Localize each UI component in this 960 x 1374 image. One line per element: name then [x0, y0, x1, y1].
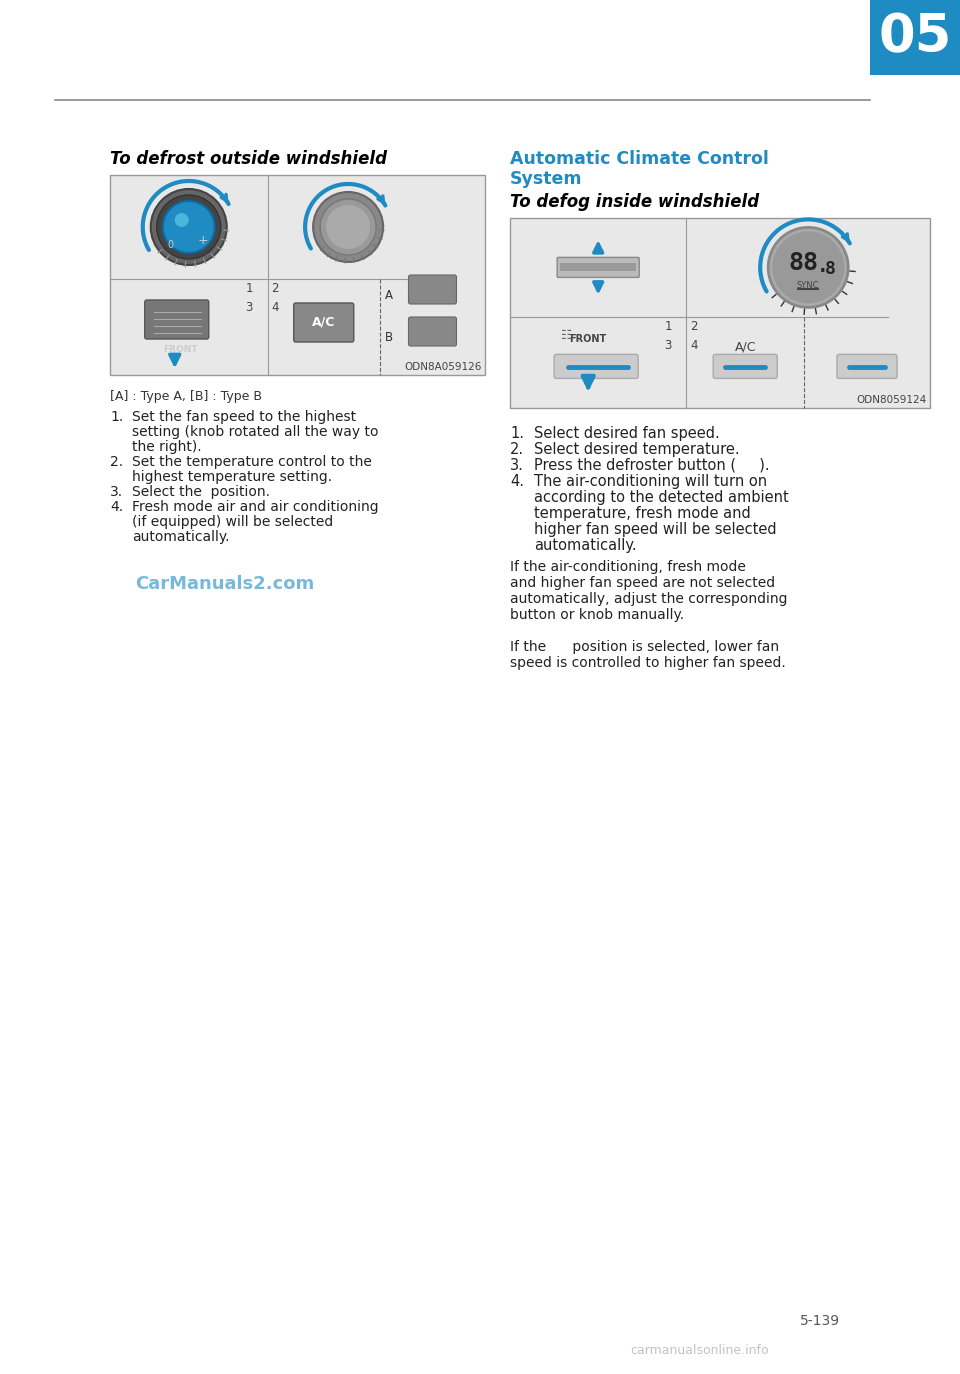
Text: according to the detected ambient: according to the detected ambient [534, 491, 789, 506]
Circle shape [768, 228, 849, 308]
Text: 5-139: 5-139 [800, 1314, 840, 1329]
Text: .: . [816, 257, 828, 276]
Circle shape [313, 192, 383, 262]
Text: Automatic Climate Control: Automatic Climate Control [510, 150, 769, 168]
Text: FRONT: FRONT [569, 334, 607, 345]
Text: higher fan speed will be selected: higher fan speed will be selected [534, 522, 777, 537]
Text: B: B [385, 331, 394, 344]
Text: 4.: 4. [110, 500, 123, 514]
Text: Set the temperature control to the: Set the temperature control to the [132, 455, 372, 469]
Text: 8: 8 [825, 261, 835, 279]
Text: A/C: A/C [734, 341, 756, 353]
Text: automatically, adjust the corresponding: automatically, adjust the corresponding [510, 592, 787, 606]
Text: 3: 3 [664, 339, 672, 352]
Text: 4: 4 [690, 339, 698, 352]
Text: CarManuals2.com: CarManuals2.com [135, 574, 314, 594]
Text: 1: 1 [246, 282, 253, 295]
Text: speed is controlled to higher fan speed.: speed is controlled to higher fan speed. [510, 655, 785, 671]
Text: To defog inside windshield: To defog inside windshield [510, 192, 759, 212]
Text: A: A [385, 289, 393, 302]
Circle shape [320, 199, 376, 256]
Text: A/C: A/C [312, 316, 335, 328]
FancyBboxPatch shape [409, 275, 457, 304]
Circle shape [151, 190, 227, 265]
Text: ODN8059124: ODN8059124 [856, 394, 927, 405]
Circle shape [175, 213, 189, 227]
Bar [561, 264, 636, 272]
Text: 05: 05 [878, 11, 951, 63]
Text: ☷: ☷ [561, 330, 572, 342]
Text: 3.: 3. [110, 485, 123, 499]
Text: (if equipped) will be selected: (if equipped) will be selected [132, 515, 333, 529]
Text: If the      position is selected, lower fan: If the position is selected, lower fan [510, 640, 780, 654]
Text: 1: 1 [664, 320, 672, 333]
FancyBboxPatch shape [713, 354, 778, 378]
Bar [870, 0, 960, 76]
Text: 2: 2 [690, 320, 698, 333]
Text: The air-conditioning will turn on: The air-conditioning will turn on [534, 474, 767, 489]
Circle shape [326, 205, 371, 249]
FancyBboxPatch shape [554, 354, 638, 378]
FancyBboxPatch shape [294, 304, 353, 342]
Text: 3: 3 [246, 301, 252, 315]
Text: Select the  position.: Select the position. [132, 485, 270, 499]
Text: 3.: 3. [510, 458, 524, 473]
Bar [110, 174, 485, 375]
Circle shape [772, 231, 844, 304]
Text: button or knob manually.: button or knob manually. [510, 609, 684, 622]
Text: 0: 0 [168, 240, 174, 250]
FancyBboxPatch shape [837, 354, 897, 378]
Text: FRONT: FRONT [163, 345, 198, 354]
FancyBboxPatch shape [557, 257, 639, 278]
Text: SYNC: SYNC [797, 280, 820, 290]
Text: 1.: 1. [510, 426, 524, 441]
Text: 2.: 2. [510, 442, 524, 458]
Text: temperature, fresh mode and: temperature, fresh mode and [534, 506, 751, 521]
Circle shape [156, 195, 221, 260]
Text: automatically.: automatically. [132, 530, 229, 544]
Text: Press the defroster button (     ).: Press the defroster button ( ). [534, 458, 770, 473]
Text: If the air-conditioning, fresh mode: If the air-conditioning, fresh mode [510, 561, 746, 574]
Text: To defrost outside windshield: To defrost outside windshield [110, 150, 387, 168]
Text: [A] : Type A, [B] : Type B: [A] : Type A, [B] : Type B [110, 390, 262, 403]
Text: Fresh mode air and air conditioning: Fresh mode air and air conditioning [132, 500, 378, 514]
Bar [510, 218, 930, 408]
FancyBboxPatch shape [145, 300, 208, 339]
Text: +: + [198, 235, 208, 247]
Text: the right).: the right). [132, 440, 202, 453]
Text: Select desired temperature.: Select desired temperature. [534, 442, 739, 458]
Text: System: System [510, 170, 583, 188]
FancyBboxPatch shape [409, 317, 457, 346]
Text: ODN8A059126: ODN8A059126 [404, 361, 482, 372]
Text: Set the fan speed to the highest: Set the fan speed to the highest [132, 409, 356, 425]
Text: setting (knob rotated all the way to: setting (knob rotated all the way to [132, 425, 378, 440]
Text: 1.: 1. [110, 409, 123, 425]
Text: highest temperature setting.: highest temperature setting. [132, 470, 332, 484]
Text: 4.: 4. [510, 474, 524, 489]
Text: 4: 4 [272, 301, 279, 315]
Text: carmanualsonline.info: carmanualsonline.info [630, 1344, 769, 1358]
Circle shape [163, 201, 215, 253]
Text: and higher fan speed are not selected: and higher fan speed are not selected [510, 576, 775, 589]
Text: 88: 88 [788, 251, 818, 275]
Text: 2: 2 [272, 282, 279, 295]
Text: Select desired fan speed.: Select desired fan speed. [534, 426, 720, 441]
Text: automatically.: automatically. [534, 539, 636, 552]
Text: 2.: 2. [110, 455, 123, 469]
